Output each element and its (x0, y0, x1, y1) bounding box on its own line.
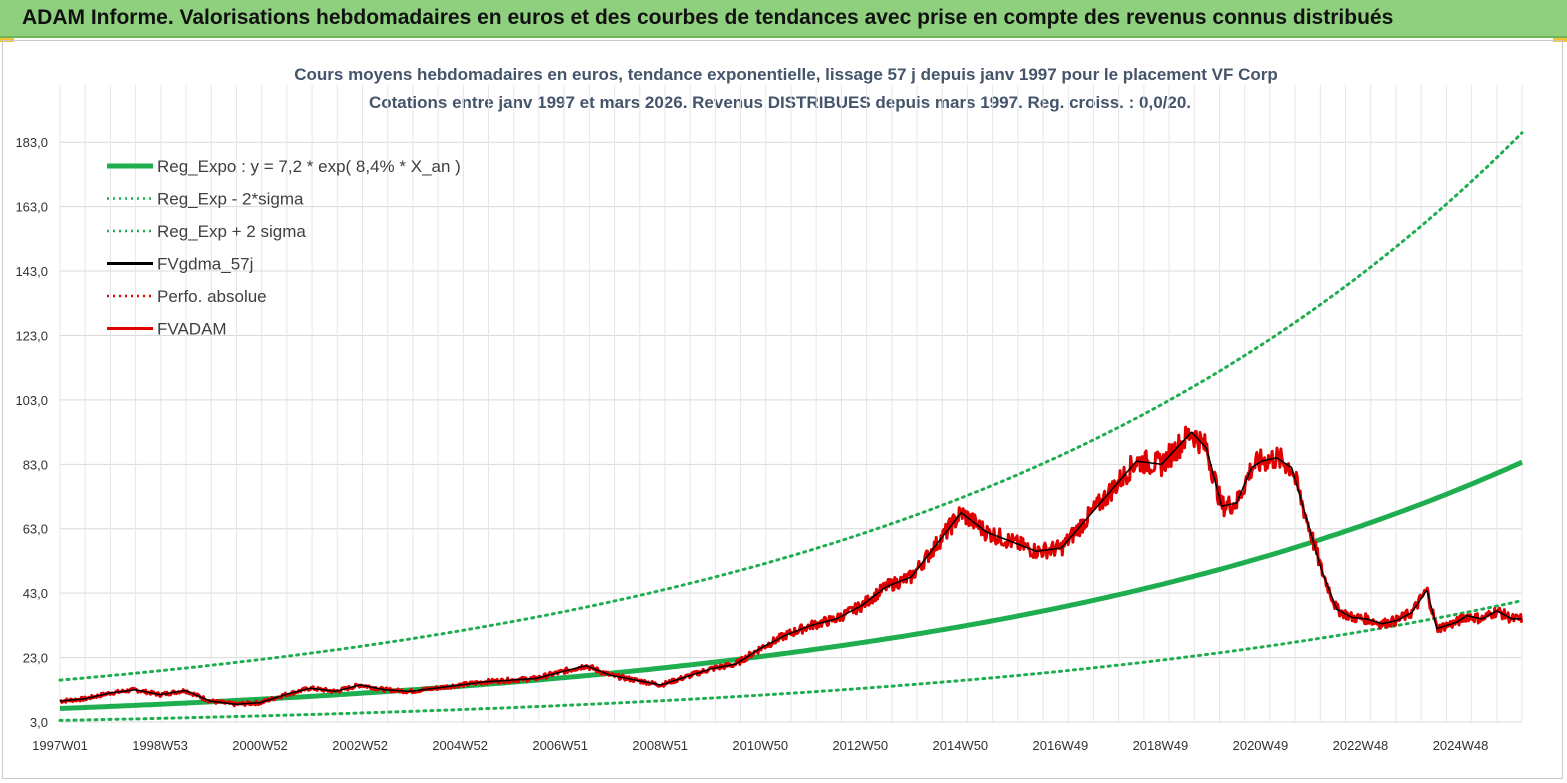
legend-label: Reg_Exp - 2*sigma (157, 190, 304, 209)
y-tick-label: 123,0 (15, 328, 48, 343)
x-tick-label: 1997W01 (32, 738, 88, 753)
y-tick-label: 43,0 (23, 586, 48, 601)
x-tick-label: 2008W51 (632, 738, 688, 753)
chart-title: Cours moyens hebdomadaires en euros, ten… (294, 65, 1277, 84)
plot-lines (58, 131, 1524, 722)
y-tick-label: 143,0 (15, 264, 48, 279)
y-axis-ticks: 3,0 23,0 43,0 63,0 83,0 103,0 123,0 143,0 163,0 1… (15, 135, 48, 730)
x-tick-label: 2002W52 (332, 738, 388, 753)
x-tick-label: 2012W50 (832, 738, 888, 753)
x-tick-label: 2024W48 (1433, 738, 1489, 753)
legend: Reg_Expo : y = 7,2 * exp( 8,4% * X_an ) R… (107, 157, 461, 339)
series-line-reg_exp (58, 131, 1524, 682)
series-line-reg_exp (58, 599, 1524, 722)
series-line-fvgdma (59, 431, 1522, 706)
legend-label: Perfo. absolue (157, 287, 267, 306)
legend-label: FVgdma_57j (157, 255, 253, 274)
x-tick-label: 2010W50 (732, 738, 788, 753)
x-tick-label: 2014W50 (933, 738, 989, 753)
y-tick-label: 103,0 (15, 393, 48, 408)
y-tick-label: 163,0 (15, 200, 48, 215)
legend-label: Reg_Expo : y = 7,2 * exp( 8,4% * X_an ) (157, 157, 461, 176)
series-line-fvadam (59, 425, 1524, 708)
x-tick-label: 2000W52 (232, 738, 288, 753)
gridlines (59, 85, 1523, 723)
x-tick-label: 2004W52 (432, 738, 488, 753)
y-tick-label: 183,0 (15, 135, 48, 150)
x-tick-label: 2018W49 (1133, 738, 1189, 753)
series-line-reg_expo (59, 459, 1524, 711)
y-tick-label: 3,0 (30, 715, 48, 730)
y-tick-label: 23,0 (23, 651, 48, 666)
y-tick-label: 63,0 (23, 522, 48, 537)
x-tick-label: 2020W49 (1233, 738, 1289, 753)
legend-label: FVADAM (157, 320, 227, 339)
x-axis-ticks: 1997W01 1998W53 2000W52 2002W52 2004W52 2006W… (32, 738, 1488, 753)
legend-label: Reg_Exp + 2 sigma (157, 222, 306, 241)
y-tick-label: 83,0 (23, 457, 48, 472)
chart-frame (2, 40, 1563, 779)
x-tick-label: 2006W51 (532, 738, 588, 753)
chart-subtitle: Cotations entre janv 1997 et mars 2026. … (369, 93, 1191, 112)
report-title: ADAM Informe. Valorisations hebdomadaire… (22, 6, 1394, 29)
x-tick-label: 2022W48 (1333, 738, 1389, 753)
report-banner: ADAM Informe. Valorisations hebdomadaire… (0, 0, 1567, 38)
x-tick-label: 2016W49 (1033, 738, 1089, 753)
x-tick-label: 1998W53 (132, 738, 188, 753)
